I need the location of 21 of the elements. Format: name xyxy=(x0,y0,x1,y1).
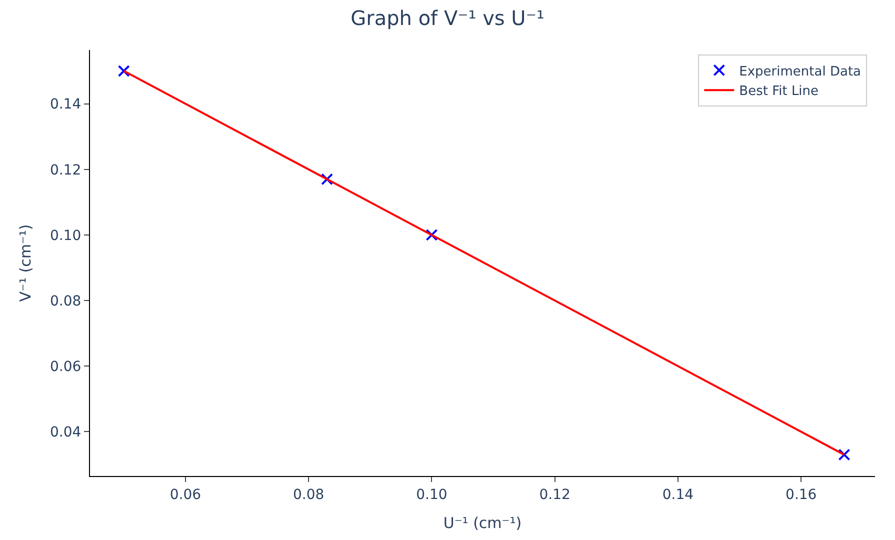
point xyxy=(426,228,438,241)
x-tick-label: 0.10 xyxy=(416,486,448,503)
x-tick-label: 0.08 xyxy=(292,486,324,503)
point xyxy=(321,173,334,186)
x-axis-title: U⁻¹ (cm⁻¹) xyxy=(443,514,522,532)
x-tick-label: 0.14 xyxy=(662,486,694,503)
chart-title: Graph of V⁻¹ vs U⁻¹ xyxy=(350,6,544,30)
point xyxy=(838,448,850,461)
y-tick-label: 0.08 xyxy=(50,293,82,310)
x-tick-label: 0.06 xyxy=(170,486,202,503)
legend-label: Best Fit Line xyxy=(739,84,819,100)
y-axis-title: V⁻¹ (cm⁻¹) xyxy=(16,224,34,302)
x-tick-label: 0.16 xyxy=(786,486,817,503)
y-tick-label: 0.04 xyxy=(50,424,82,441)
y-tick-label: 0.12 xyxy=(50,162,82,178)
x-tick-label: 0.12 xyxy=(539,486,570,503)
y-tick-label: 0.06 xyxy=(50,359,82,376)
y-tick-label: 0.10 xyxy=(50,228,82,244)
y-tick-label: 0.14 xyxy=(50,96,82,113)
point xyxy=(118,64,130,77)
legend-label: Experimental Data xyxy=(739,64,862,80)
